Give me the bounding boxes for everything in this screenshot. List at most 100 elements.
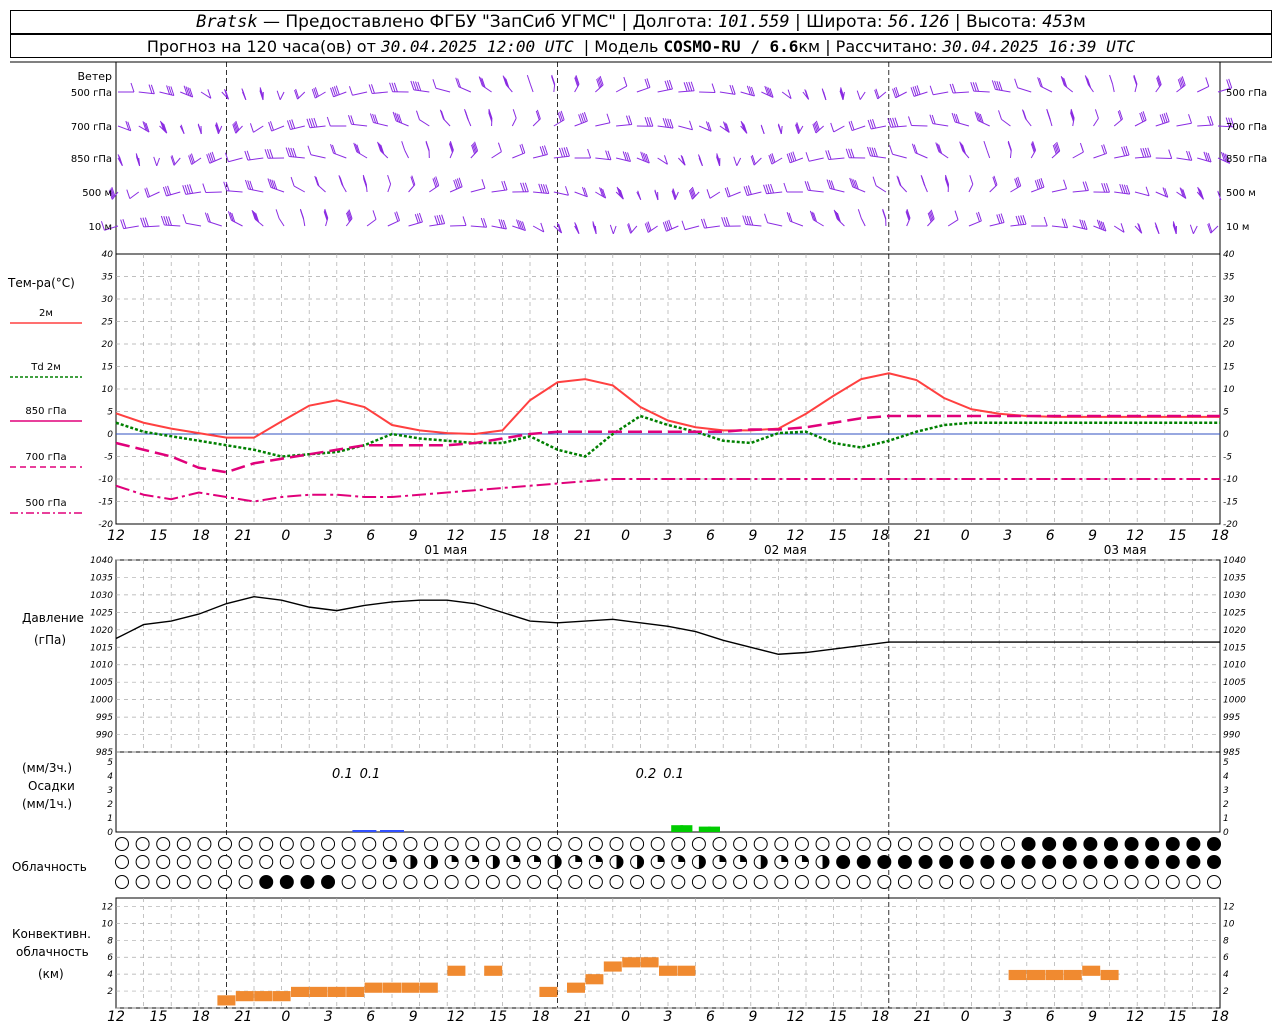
wind-barb: [1176, 114, 1192, 127]
cloud-cover-icon: [897, 837, 912, 851]
cloud-cover-icon: [815, 855, 830, 869]
wind-barb: [1051, 218, 1069, 229]
convective-bar: [539, 986, 558, 997]
pres-tick-left: 985: [96, 748, 113, 758]
x-tick-label: 15: [1169, 528, 1187, 544]
x-tick-label-bottom: 12: [786, 1009, 804, 1024]
wind-barb: [244, 179, 264, 193]
cloud-cover-icon: [1165, 855, 1180, 869]
cloud-cover-icon: [1062, 837, 1077, 851]
cloud-cover-icon: [485, 875, 500, 889]
wind-barb: [1217, 151, 1231, 164]
x-tick-label-bottom: 3: [324, 1009, 333, 1024]
wind-barb: [138, 84, 155, 95]
wind-barb: [408, 212, 423, 227]
wind-barb: [698, 121, 712, 132]
cloud-cover-icon: [156, 875, 171, 889]
pressure-line: [115, 595, 1220, 655]
wind-barb: [636, 117, 654, 127]
wind-barb: [949, 83, 969, 94]
wind-barb: [636, 151, 650, 164]
wind-barb: [826, 179, 845, 193]
x-tick-label: 18: [1211, 528, 1229, 544]
wind-barb: [970, 82, 990, 93]
pres-tick-left: 1010: [90, 661, 113, 671]
conv-tick-left: 2: [107, 987, 113, 997]
cloud-cover-icon: [135, 837, 150, 851]
x-tick-label: 9: [748, 528, 757, 544]
temp-tick-left: -5: [104, 453, 113, 463]
cloud-cover-icon: [506, 837, 521, 851]
cloud-cover-icon: [959, 855, 974, 869]
convective-bar: [1027, 969, 1045, 981]
pres-tick-right: 995: [1223, 713, 1240, 723]
conv-tick-right: 6: [1223, 953, 1229, 963]
wind-barb: [935, 142, 949, 159]
wind-barb: [812, 120, 824, 134]
wind-barb: [1155, 75, 1162, 93]
x-tick-label-bottom: 15: [489, 1009, 507, 1024]
wind-barb: [1155, 149, 1173, 160]
temp-tick-left: 25: [102, 318, 114, 328]
cloud-cover-icon: [259, 875, 274, 889]
wind-barb: [159, 85, 175, 96]
wind-barb: [290, 176, 306, 193]
wind-barb: [805, 152, 824, 162]
cloud-cover-icon: [444, 875, 459, 889]
wind-barb: [1010, 176, 1022, 193]
cloud-cover-icon: [176, 855, 191, 869]
wind-barb: [983, 140, 991, 159]
wind-barb: [786, 212, 804, 227]
x-tick-label-bottom: 6: [1046, 1009, 1055, 1024]
convective-bar: [567, 982, 585, 993]
cloud-cover-icon: [774, 875, 789, 889]
wind-barb: [533, 183, 550, 195]
x-tick-label: 9: [1088, 528, 1097, 544]
x-tick-label-bottom: 15: [150, 1009, 168, 1024]
wind-barb: [429, 176, 440, 193]
cloud-cover-icon: [279, 875, 294, 889]
cloud-cover-icon: [856, 837, 871, 851]
cloud-cover-icon: [1021, 875, 1036, 889]
cloud-cover-icon: [547, 837, 562, 851]
wind-barb: [733, 156, 742, 166]
wind-barb: [408, 175, 416, 193]
convective-bar: [346, 986, 365, 997]
wind-barb: [896, 175, 908, 193]
pres-tick-left: 1020: [90, 626, 113, 636]
wind-barb: [1155, 112, 1170, 127]
precip-1h-bar: [708, 826, 720, 832]
cloud-cover-icon: [259, 837, 274, 851]
wind-barb: [616, 115, 633, 127]
cloud-cover-icon: [135, 875, 150, 889]
wind-barb: [159, 120, 168, 134]
wind-barb: [615, 76, 628, 93]
convective-bar: [1008, 969, 1027, 981]
temp-tick-left: 5: [107, 408, 113, 418]
wind-barb: [874, 88, 887, 100]
cloud-cover-icon: [1083, 875, 1098, 889]
cloud-cover-icon: [444, 855, 459, 869]
cloud-cover-icon: [939, 855, 954, 869]
wind-barb: [551, 74, 556, 93]
wind-barb: [138, 121, 150, 133]
date-label: 02 мая: [764, 543, 807, 557]
cloud-cover-icon: [115, 875, 129, 889]
wind-barb: [366, 210, 377, 227]
x-tick-label: 3: [664, 528, 673, 544]
wind-barb: [204, 212, 222, 227]
x-tick-label: 0: [961, 528, 970, 544]
wind-barb: [856, 90, 866, 100]
precip-3h-bar: [380, 830, 404, 832]
wind-barb: [574, 75, 580, 93]
wind-level-label: 500 гПа: [71, 88, 112, 99]
x-tick-label: 6: [1046, 528, 1055, 544]
wind-barb: [795, 122, 804, 134]
cloud-cover-icon: [1207, 875, 1221, 889]
x-tick-label-bottom: 12: [107, 1009, 125, 1024]
cloud-cover-icon: [300, 837, 315, 851]
cloud-cover-icon: [918, 875, 933, 889]
wind-barb: [968, 175, 974, 193]
wind-barb: [362, 174, 368, 193]
